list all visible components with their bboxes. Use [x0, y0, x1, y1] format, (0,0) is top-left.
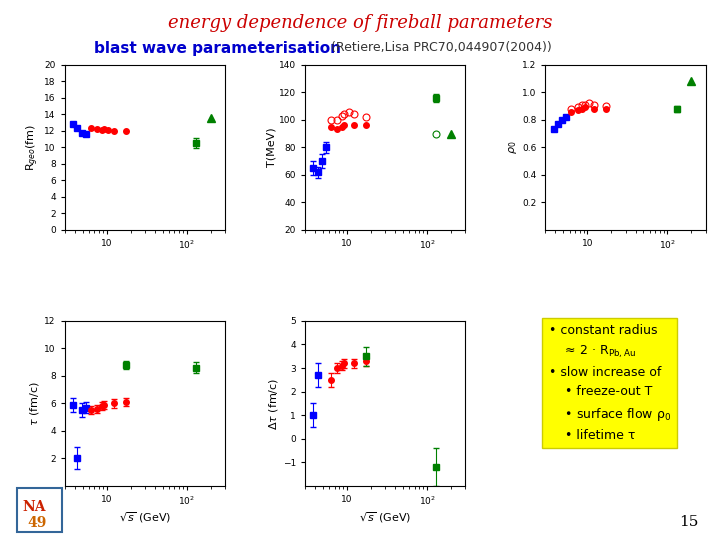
Text: 15: 15: [679, 515, 698, 529]
Y-axis label: T(MeV): T(MeV): [266, 127, 276, 167]
Text: energy dependence of fireball parameters: energy dependence of fireball parameters: [168, 14, 552, 31]
Text: 49: 49: [27, 516, 46, 530]
Text: NA: NA: [22, 500, 45, 514]
FancyBboxPatch shape: [17, 488, 63, 532]
Text: blast wave parameterisation: blast wave parameterisation: [94, 40, 341, 56]
Text: (Retiere,Lisa PRC70,044907(2004)): (Retiere,Lisa PRC70,044907(2004)): [331, 40, 552, 53]
X-axis label: $\sqrt{s}$ (GeV): $\sqrt{s}$ (GeV): [359, 510, 411, 525]
Text: • constant radius
    ≈ 2 · R$_{\mathrm{Pb,Au}}$
• slow increase of
    • freeze: • constant radius ≈ 2 · R$_{\mathrm{Pb,A…: [549, 324, 671, 442]
Y-axis label: $\Delta\tau$ (fm/c): $\Delta\tau$ (fm/c): [267, 377, 280, 429]
X-axis label: $\sqrt{s}$ (GeV): $\sqrt{s}$ (GeV): [119, 510, 171, 525]
Y-axis label: $\rho_0$: $\rho_0$: [507, 140, 519, 154]
Y-axis label: $\tau$ (fm/c): $\tau$ (fm/c): [29, 381, 42, 426]
Y-axis label: R$_{geo}$(fm): R$_{geo}$(fm): [25, 124, 42, 171]
